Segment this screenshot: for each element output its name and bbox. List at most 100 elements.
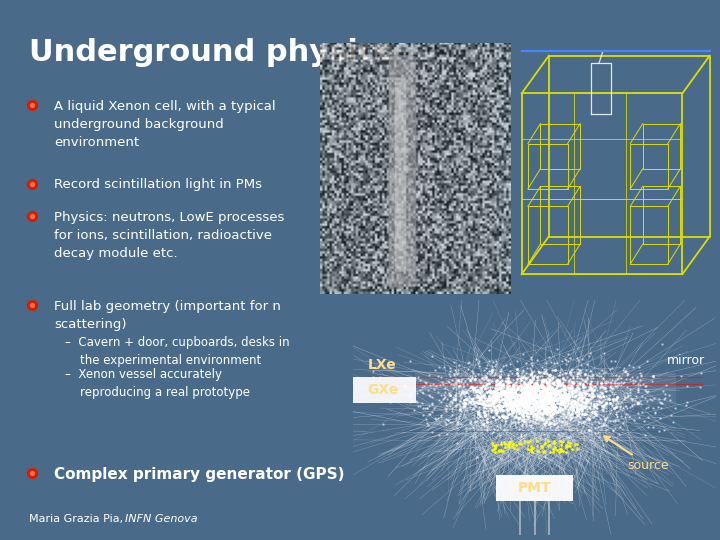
Point bbox=[639, 394, 651, 402]
Point bbox=[425, 392, 436, 400]
Point bbox=[545, 358, 557, 367]
Point bbox=[513, 413, 525, 422]
Point bbox=[544, 373, 556, 382]
Point bbox=[585, 383, 597, 391]
Point bbox=[501, 406, 513, 414]
Point bbox=[454, 392, 465, 400]
Point bbox=[504, 398, 516, 407]
Point bbox=[545, 384, 557, 393]
Point bbox=[577, 396, 588, 405]
Point bbox=[510, 413, 521, 421]
Point bbox=[621, 389, 633, 397]
Point bbox=[458, 382, 469, 390]
Point bbox=[490, 376, 501, 385]
Point bbox=[631, 409, 643, 417]
Point bbox=[622, 369, 634, 378]
Point bbox=[465, 382, 477, 391]
Point bbox=[499, 388, 510, 397]
Point bbox=[569, 392, 580, 401]
Point bbox=[495, 364, 507, 373]
Point bbox=[490, 389, 502, 398]
Point bbox=[481, 409, 492, 418]
Point bbox=[597, 392, 608, 401]
Point bbox=[441, 401, 452, 410]
Point bbox=[516, 410, 528, 418]
Point bbox=[482, 395, 494, 404]
Point bbox=[523, 391, 535, 400]
Point bbox=[511, 390, 523, 399]
Point bbox=[509, 381, 521, 389]
Point bbox=[538, 402, 549, 411]
Point bbox=[503, 375, 514, 384]
Point bbox=[577, 406, 588, 415]
Point bbox=[486, 394, 498, 403]
Point bbox=[549, 377, 561, 386]
Point bbox=[482, 395, 494, 403]
Point bbox=[590, 392, 601, 400]
Point bbox=[538, 396, 549, 405]
Point bbox=[515, 384, 526, 393]
Point bbox=[493, 397, 505, 406]
Point bbox=[554, 380, 566, 389]
Point bbox=[536, 392, 548, 400]
Point bbox=[492, 413, 504, 421]
Point bbox=[517, 367, 528, 376]
Point bbox=[539, 396, 550, 404]
Point bbox=[488, 398, 500, 407]
Point bbox=[496, 411, 508, 420]
Point bbox=[503, 379, 514, 388]
Point bbox=[527, 406, 539, 414]
Point bbox=[541, 390, 553, 399]
Point bbox=[367, 373, 379, 381]
Point bbox=[532, 384, 544, 393]
Point bbox=[563, 392, 575, 400]
Point bbox=[523, 395, 534, 404]
Point bbox=[516, 401, 527, 409]
Point bbox=[505, 386, 517, 395]
Point bbox=[582, 398, 593, 407]
Point bbox=[599, 414, 611, 423]
Point bbox=[536, 381, 547, 389]
Point bbox=[513, 383, 524, 391]
Point bbox=[536, 408, 548, 417]
Point bbox=[600, 399, 611, 408]
Point bbox=[551, 378, 562, 387]
Point bbox=[544, 392, 556, 401]
Point bbox=[610, 376, 621, 385]
Point bbox=[503, 386, 515, 395]
Point bbox=[509, 421, 521, 429]
Point bbox=[469, 383, 480, 392]
Point bbox=[503, 394, 515, 402]
Point bbox=[482, 383, 493, 392]
Point bbox=[529, 389, 541, 397]
Point bbox=[591, 380, 603, 389]
Point bbox=[508, 400, 520, 408]
Point bbox=[545, 399, 557, 407]
Point bbox=[555, 399, 567, 407]
Point bbox=[521, 408, 533, 417]
Point bbox=[416, 383, 428, 391]
Point bbox=[446, 417, 458, 426]
Point bbox=[461, 396, 472, 404]
Point bbox=[564, 389, 575, 397]
Point bbox=[612, 375, 624, 383]
Point bbox=[527, 373, 539, 382]
Point bbox=[475, 383, 487, 392]
Point bbox=[495, 406, 506, 414]
Point bbox=[521, 380, 532, 389]
Point bbox=[516, 390, 527, 399]
Point bbox=[510, 401, 521, 409]
Point bbox=[511, 402, 523, 410]
Point bbox=[491, 394, 503, 402]
Point bbox=[485, 377, 497, 386]
Point bbox=[498, 380, 509, 388]
Point bbox=[490, 394, 502, 402]
Point bbox=[516, 397, 527, 406]
Point bbox=[544, 396, 556, 404]
Point bbox=[428, 380, 439, 388]
Point bbox=[485, 389, 497, 397]
Point bbox=[491, 392, 503, 401]
Point bbox=[563, 433, 575, 441]
Point bbox=[539, 414, 550, 422]
Point bbox=[565, 410, 577, 419]
